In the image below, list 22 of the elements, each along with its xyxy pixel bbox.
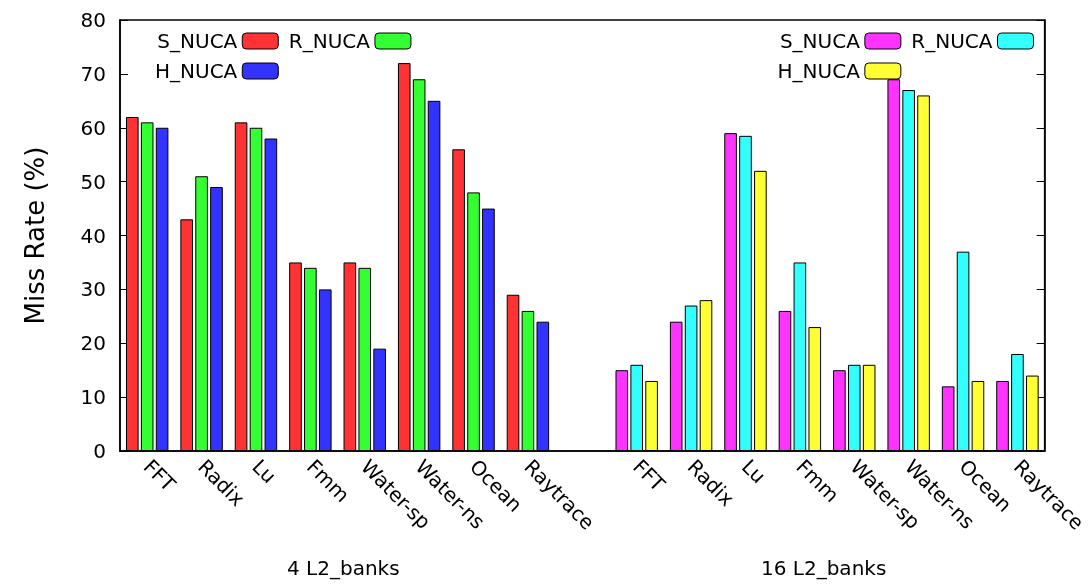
text: 4 L2_banks bbox=[287, 556, 400, 580]
y-tick-label: 50 bbox=[80, 169, 106, 194]
y-tick-label: 30 bbox=[80, 277, 106, 302]
legend-label: S_NUCA bbox=[779, 29, 861, 53]
y-tick-label: 0 bbox=[93, 439, 106, 463]
y-tick-label: 70 bbox=[80, 61, 106, 86]
legend-label: H_NUCA bbox=[154, 59, 238, 83]
x-tick-label: FFT bbox=[138, 454, 181, 497]
x-tick-label: FFT bbox=[628, 454, 671, 497]
legend-label: S_NUCA bbox=[157, 29, 238, 53]
y-tick-label: 20 bbox=[80, 331, 106, 356]
y-axis-title: Miss Rate (%) bbox=[20, 146, 50, 325]
legend-label: R_NUCA bbox=[288, 29, 371, 53]
y-tick-label: 40 bbox=[80, 223, 106, 248]
legend-label: R_NUCA bbox=[911, 29, 993, 53]
y-tick-label: 60 bbox=[80, 115, 106, 140]
y-tick-label: 80 bbox=[80, 8, 106, 32]
text: 16 L2_banks bbox=[761, 556, 887, 580]
x-tick-label: Lu bbox=[247, 454, 282, 489]
x-tick-label: Lu bbox=[737, 454, 771, 489]
y-tick-label: 10 bbox=[80, 385, 106, 410]
legend-label: H_NUCA bbox=[777, 59, 861, 83]
